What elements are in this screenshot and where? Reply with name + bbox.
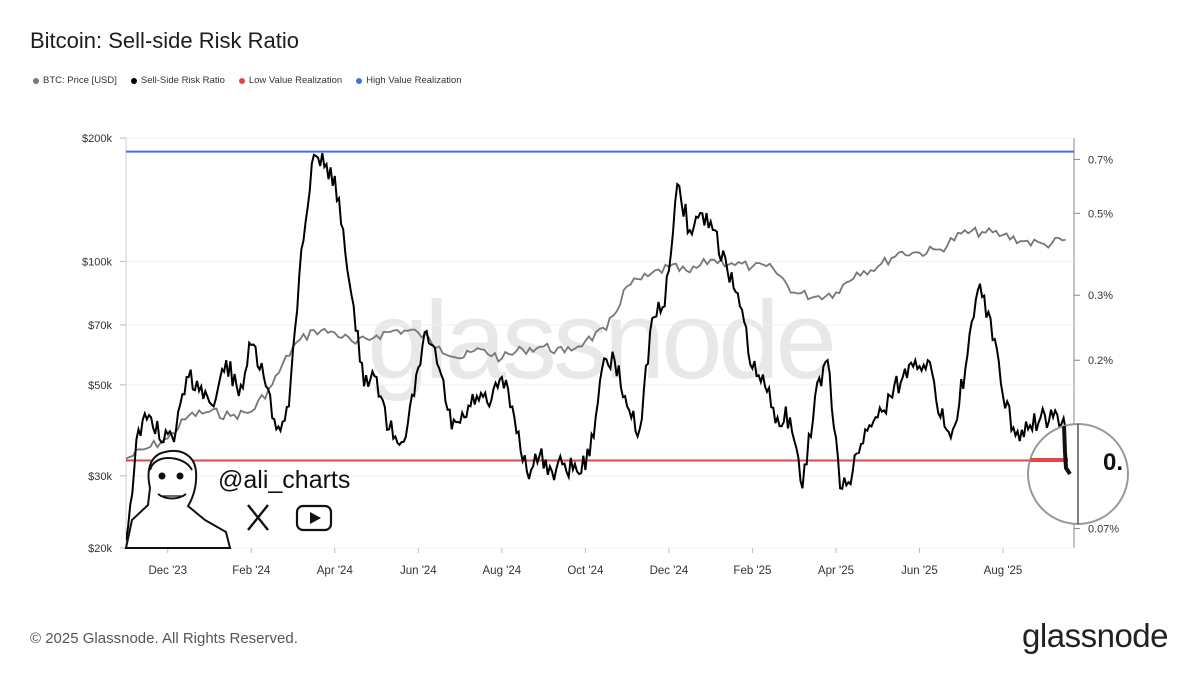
y-left-tick-label: $50k xyxy=(88,380,112,392)
legend-swatch-high xyxy=(356,77,363,84)
y-right-tick-label: 0.07% xyxy=(1088,524,1119,536)
x-tick-label: Oct '24 xyxy=(567,565,604,577)
btc-price-line xyxy=(126,226,1066,460)
x-tick-label: Aug '25 xyxy=(984,565,1023,577)
x-ticks: Dec '23 Feb '24 Apr '24 Jun '24 Aug '24 Oct '… xyxy=(148,548,1022,577)
x-icon[interactable] xyxy=(247,504,269,531)
avatar xyxy=(124,450,232,549)
zoom-inset xyxy=(1027,423,1129,525)
zoom-label: 0. xyxy=(1103,449,1124,476)
legend-item-ssr[interactable]: Sell-Side Risk Ratio xyxy=(130,75,225,86)
x-tick-label: Dec '24 xyxy=(650,565,689,577)
sell-side-risk-line xyxy=(126,153,1074,541)
y-left-tick-label: $100k xyxy=(82,256,112,268)
legend-swatch-low xyxy=(238,77,245,84)
watermark: glassnode xyxy=(367,279,833,402)
legend-label-low: Low Value Realization xyxy=(248,75,343,86)
y-right-tick-label: 0.2% xyxy=(1088,355,1113,367)
x-tick-label: Feb '25 xyxy=(733,565,771,577)
y-left-tick-label: $200k xyxy=(82,133,112,145)
legend-swatch-price xyxy=(33,77,39,84)
y-right-ticks: 0.07% 0.2% 0.3% 0.5% 0.7% xyxy=(1074,154,1119,536)
legend-item-price[interactable]: BTC: Price [USD] xyxy=(33,75,117,86)
y-left-ticks: $20k $30k $50k $70k $100k $200k xyxy=(82,133,1074,555)
x-tick-label: Aug '24 xyxy=(483,565,522,577)
author-handle: @ali_charts xyxy=(218,466,351,494)
y-left-tick-label: $70k xyxy=(88,320,112,332)
legend-swatch-ssr xyxy=(130,77,137,84)
y-right-tick-label: 0.5% xyxy=(1088,208,1113,220)
legend-label-price: BTC: Price [USD] xyxy=(43,75,117,86)
legend-item-low[interactable]: Low Value Realization xyxy=(238,75,343,86)
x-tick-label: Apr '24 xyxy=(317,565,354,577)
x-tick-label: Jun '25 xyxy=(901,565,938,577)
y-right-tick-label: 0.7% xyxy=(1088,154,1113,166)
legend-item-high[interactable]: High Value Realization xyxy=(356,75,462,86)
x-tick-label: Apr '25 xyxy=(818,565,854,577)
x-tick-label: Jun '24 xyxy=(400,565,437,577)
copyright-text: © 2025 Glassnode. All Rights Reserved. xyxy=(30,630,298,647)
y-right-tick-label: 0.3% xyxy=(1088,290,1113,302)
youtube-icon[interactable] xyxy=(295,504,333,532)
brand-logo: glassnode xyxy=(1022,617,1168,654)
y-left-tick-label: $30k xyxy=(88,471,112,483)
y-left-tick-label: $20k xyxy=(88,543,112,555)
legend-label-high: High Value Realization xyxy=(366,75,462,86)
x-tick-label: Dec '23 xyxy=(148,565,187,577)
legend-label-ssr: Sell-Side Risk Ratio xyxy=(140,75,225,86)
x-tick-label: Feb '24 xyxy=(232,565,271,577)
legend: BTC: Price [USD] Sell-Side Risk Ratio Lo… xyxy=(33,75,462,86)
chart-title: Bitcoin: Sell-side Risk Ratio xyxy=(30,28,299,53)
